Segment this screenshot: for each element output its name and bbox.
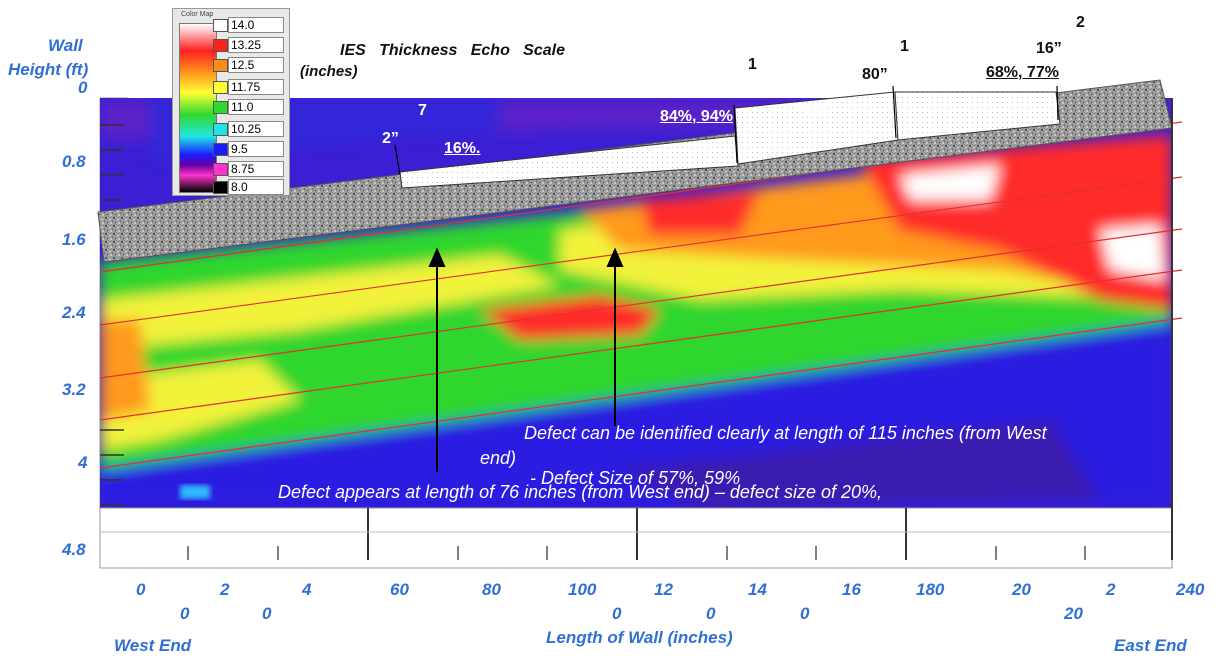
x-tick-label-row2: 0	[262, 604, 272, 623]
legend-swatch	[213, 181, 228, 194]
legend-gradient-bar	[179, 23, 217, 193]
defect-percent: 84%, 94%	[660, 108, 733, 125]
x-tick-label: 100	[568, 580, 597, 599]
legend-swatch	[213, 59, 228, 72]
scale-caption-units: (inches)	[300, 63, 358, 80]
legend-entry: 9.5	[213, 141, 284, 157]
x-tick-label: 80	[482, 580, 501, 599]
legend-swatch	[213, 19, 228, 32]
x-tick-label-row2: 0	[612, 604, 622, 623]
x-tick-label-row2: 20	[1064, 604, 1083, 623]
leader-lines	[394, 85, 1059, 176]
defect-count: 1	[900, 38, 909, 55]
x-tick-label: 20	[1012, 580, 1031, 599]
x-tick-label-row2: 0	[180, 604, 190, 623]
x-axis-title: Length of Wall (inches)	[546, 628, 733, 647]
x-axis-ruler	[99, 98, 1173, 569]
note-line: end)	[480, 448, 517, 468]
defect-count: 7	[418, 102, 427, 119]
legend-entry: 11.0	[213, 99, 284, 115]
defect-length: 80”	[862, 66, 888, 83]
x-tick-label: 2	[220, 580, 230, 599]
legend-entry: 14.0	[213, 17, 284, 33]
y-axis-title-line2: Height (ft)	[8, 60, 89, 79]
x-tick-label: 180	[916, 580, 945, 599]
legend-value: 14.0	[228, 17, 284, 33]
scale-caption: IES Thickness Echo Scale	[340, 42, 565, 59]
y-tick-label: 2.4	[62, 303, 86, 322]
y-axis-title: Wall	[48, 36, 83, 56]
legend-swatch	[213, 39, 228, 52]
legend-value: 10.25	[228, 121, 284, 137]
y-axis-ticks	[100, 124, 124, 506]
legend-swatch	[213, 163, 228, 176]
note-line: Defect appears at length of 76 inches (f…	[278, 482, 882, 502]
y-tick-label: 4.8	[62, 540, 86, 559]
y-tick-label: 0.8	[62, 152, 86, 171]
legend-value: 9.5	[228, 141, 284, 157]
legend-value: 11.75	[228, 79, 284, 95]
defect-percent: 16%.	[444, 140, 481, 157]
legend-value: 11.0	[228, 99, 284, 115]
y-title-line1: Wall	[48, 36, 83, 55]
color-map-legend: Color Map 14.0 13.25 12.5 11.75 11.0 10.…	[172, 8, 290, 196]
note-line: Defect can be identified clearly at leng…	[524, 423, 1047, 443]
defect-count: 2	[1076, 14, 1085, 31]
x-tick-label: 240	[1176, 580, 1205, 599]
legend-entry: 11.75	[213, 79, 284, 95]
defect-percent: 68%, 77%	[986, 64, 1059, 81]
legend-entry: 13.25	[213, 37, 284, 53]
defect-count: 1	[748, 56, 757, 73]
legend-entry: 8.0	[213, 179, 284, 195]
x-tick-label-row2: 0	[800, 604, 810, 623]
legend-swatch	[213, 143, 228, 156]
y-tick-label: 0	[78, 78, 88, 97]
x-tick-label: 14	[748, 580, 767, 599]
x-tick-label: 12	[654, 580, 673, 599]
y-tick-label: 1.6	[62, 230, 86, 249]
note-line: - Defect Size of 57%, 59%	[530, 468, 741, 488]
x-tick-label: 0	[136, 580, 146, 599]
defect-length: 16”	[1036, 40, 1062, 57]
legend-value: 8.0	[228, 179, 284, 195]
defect-arrows	[428, 247, 624, 472]
legend-value: 8.75	[228, 161, 284, 177]
x-tick-label: 4	[302, 580, 312, 599]
legend-value: 13.25	[228, 37, 284, 53]
west-end-label: West End	[114, 636, 192, 655]
x-tick-label: 16	[842, 580, 861, 599]
defect-percent: 76%.	[796, 104, 833, 121]
y-tick-label: 4	[78, 453, 88, 472]
x-tick-label: 60	[390, 580, 409, 599]
defect-plates	[399, 91, 1061, 189]
legend-entry: 8.75	[213, 161, 284, 177]
legend-swatch	[213, 81, 228, 94]
y-tick-label: 3.2	[62, 380, 86, 399]
defect-length: 2”	[382, 130, 399, 147]
x-tick-label: 2	[1106, 580, 1116, 599]
x-tick-label-row2: 0	[706, 604, 716, 623]
legend-swatch	[213, 123, 228, 136]
legend-entry: 12.5	[213, 57, 284, 73]
legend-entry: 10.25	[213, 121, 284, 137]
east-end-label: East End	[1114, 636, 1187, 655]
legend-title: Color Map	[181, 11, 214, 18]
legend-swatch	[213, 101, 228, 114]
defect-length: 44”	[708, 84, 734, 101]
legend-value: 12.5	[228, 57, 284, 73]
